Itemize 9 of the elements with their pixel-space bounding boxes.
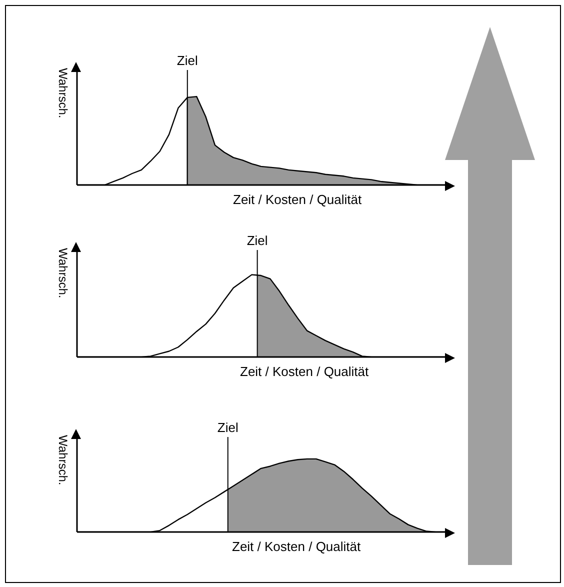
x-axis-title: Zeit / Kosten / Qualität [232,539,361,554]
y-axis-title: Wahrsch. [56,68,70,118]
y-axis-title: Wahrsch. [56,248,70,298]
y-axis-title: Wahrsch. [56,435,70,486]
x-axis-title: Zeit / Kosten / Qualität [233,192,362,207]
x-axis-title: Zeit / Kosten / Qualität [240,364,369,379]
text: Ziel [176,53,198,68]
text: Ziel [246,233,268,248]
text: Ziel [217,420,238,435]
